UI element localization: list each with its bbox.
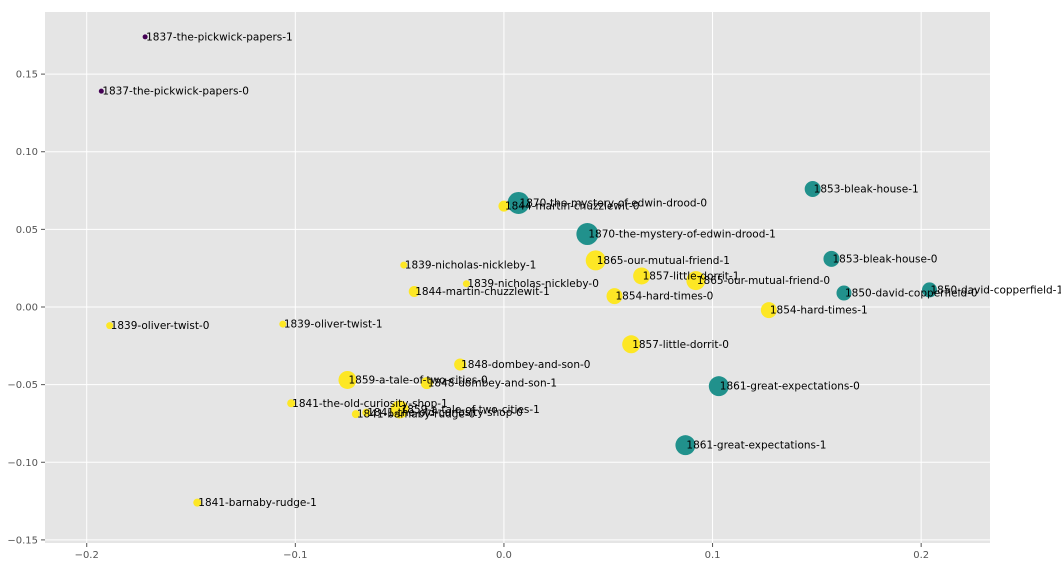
data-point xyxy=(576,223,599,246)
point-label: 1854-hard-times-1 xyxy=(770,305,868,317)
point-label: 1870-the-mystery-of-edwin-drood-0 xyxy=(520,197,708,209)
data-point xyxy=(498,200,510,212)
point-label: 1859-a-tale-of-two-cities-1 xyxy=(401,404,540,416)
data-point xyxy=(338,370,357,389)
point-label: 1844-martin-chuzzlewit-1 xyxy=(415,286,550,298)
point-label: 1839-oliver-twist-0 xyxy=(111,320,210,332)
data-point xyxy=(362,408,371,417)
point-label: 1848-dombey-and-son-1 xyxy=(428,378,557,390)
y-tick-label: 0.10 xyxy=(16,147,38,158)
point-label: 1870-the-mystery-of-edwin-drood-1 xyxy=(588,229,776,241)
y-tick-label: −0.05 xyxy=(7,380,38,391)
point-labels: 1837-the-pickwick-papers-1 1837-the-pickw… xyxy=(102,31,1061,509)
point-label: 1841-barnaby-rudge-1 xyxy=(198,497,317,509)
grid-lines xyxy=(45,12,990,543)
x-tick-label: 0.1 xyxy=(705,550,721,561)
x-tick-label: −0.1 xyxy=(283,550,307,561)
data-point xyxy=(606,288,623,305)
point-label: 1857-little-dorrit-0 xyxy=(632,339,729,351)
point-label: 1859-a-tale-of-two-cities-0 xyxy=(348,374,487,386)
y-tick-label: 0.05 xyxy=(16,225,38,236)
data-point xyxy=(279,320,287,328)
point-label: 1854-hard-times-0 xyxy=(616,291,714,303)
point-label: 1839-nicholas-nickleby-0 xyxy=(467,278,599,290)
point-label: 1853-bleak-house-0 xyxy=(832,253,937,265)
data-point xyxy=(420,377,433,390)
data-point xyxy=(686,271,706,291)
point-label: 1861-great-expectations-1 xyxy=(686,440,826,452)
point-label: 1850-david-copperfield-1 xyxy=(931,284,1061,296)
x-tick-label: 0.0 xyxy=(496,550,512,561)
y-tick-label: 0.00 xyxy=(16,303,38,314)
y-tick-label: 0.15 xyxy=(16,70,38,81)
point-label: 1841-the-old-curiosity-shop-0 xyxy=(367,407,523,419)
data-point xyxy=(98,88,104,94)
data-point xyxy=(760,302,777,319)
data-point xyxy=(836,285,852,301)
point-label: 1839-oliver-twist-1 xyxy=(284,319,383,331)
data-point xyxy=(804,181,821,197)
point-label: 1841-the-old-curiosity-shop-1 xyxy=(292,398,448,410)
data-points xyxy=(98,34,938,507)
x-tick-label: 0.2 xyxy=(913,550,929,561)
plot-background xyxy=(45,12,990,543)
point-label: 1850-david-copperfield-0 xyxy=(845,288,978,300)
point-label: 1837-the-pickwick-papers-1 xyxy=(146,31,293,43)
data-point xyxy=(351,410,360,419)
data-point xyxy=(675,435,696,456)
point-label: 1865-our-mutual-friend-0 xyxy=(697,275,830,287)
data-point xyxy=(408,285,420,297)
point-label: 1857-little-dorrit-1 xyxy=(643,270,740,282)
point-label: 1861-great-expectations-0 xyxy=(720,381,860,393)
data-point xyxy=(922,282,938,298)
data-point xyxy=(462,280,470,288)
point-label: 1844-martin-chuzzlewit-0 xyxy=(505,201,640,213)
data-point xyxy=(400,261,408,269)
x-tick-label: −0.2 xyxy=(75,550,99,561)
data-point xyxy=(585,250,606,271)
point-label: 1865-our-mutual-friend-1 xyxy=(597,255,730,267)
point-label: 1853-bleak-house-1 xyxy=(814,184,919,196)
data-point xyxy=(390,400,409,419)
y-axis-ticks: −0.15 −0.10 −0.05 0.00 0.05 0.10 0.15 xyxy=(7,70,45,546)
point-label: 1839-nicholas-nickleby-1 xyxy=(405,260,537,272)
y-tick-label: −0.10 xyxy=(7,458,38,469)
data-point xyxy=(633,267,651,285)
data-point xyxy=(622,335,641,354)
x-axis-ticks: −0.2 −0.1 0.0 0.1 0.2 xyxy=(75,543,929,561)
y-tick-label: −0.15 xyxy=(7,535,38,546)
point-label: 1837-the-pickwick-papers-0 xyxy=(102,86,249,98)
point-label: 1848-dombey-and-son-0 xyxy=(461,359,590,371)
data-point xyxy=(142,34,148,40)
data-point xyxy=(106,322,114,330)
data-point xyxy=(708,376,729,397)
data-point xyxy=(507,191,530,214)
point-label: 1841-barnaby-rudge-0 xyxy=(357,409,476,421)
data-point xyxy=(193,498,202,507)
data-point xyxy=(287,399,296,408)
data-point xyxy=(454,358,467,371)
data-point xyxy=(823,250,840,267)
